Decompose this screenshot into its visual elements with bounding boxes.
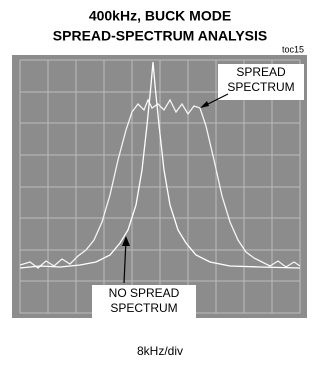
- x-axis-label: 8kHz/div: [137, 344, 183, 358]
- chart-subtitle: SPREAD-SPECTRUM ANALYSIS: [53, 28, 267, 44]
- chart-title: 400kHz, BUCK MODE: [89, 8, 231, 24]
- chart: 400kHz, BUCK MODE SPREAD-SPECTRUM ANALYS…: [0, 0, 319, 365]
- figure-id: toc15: [282, 44, 304, 54]
